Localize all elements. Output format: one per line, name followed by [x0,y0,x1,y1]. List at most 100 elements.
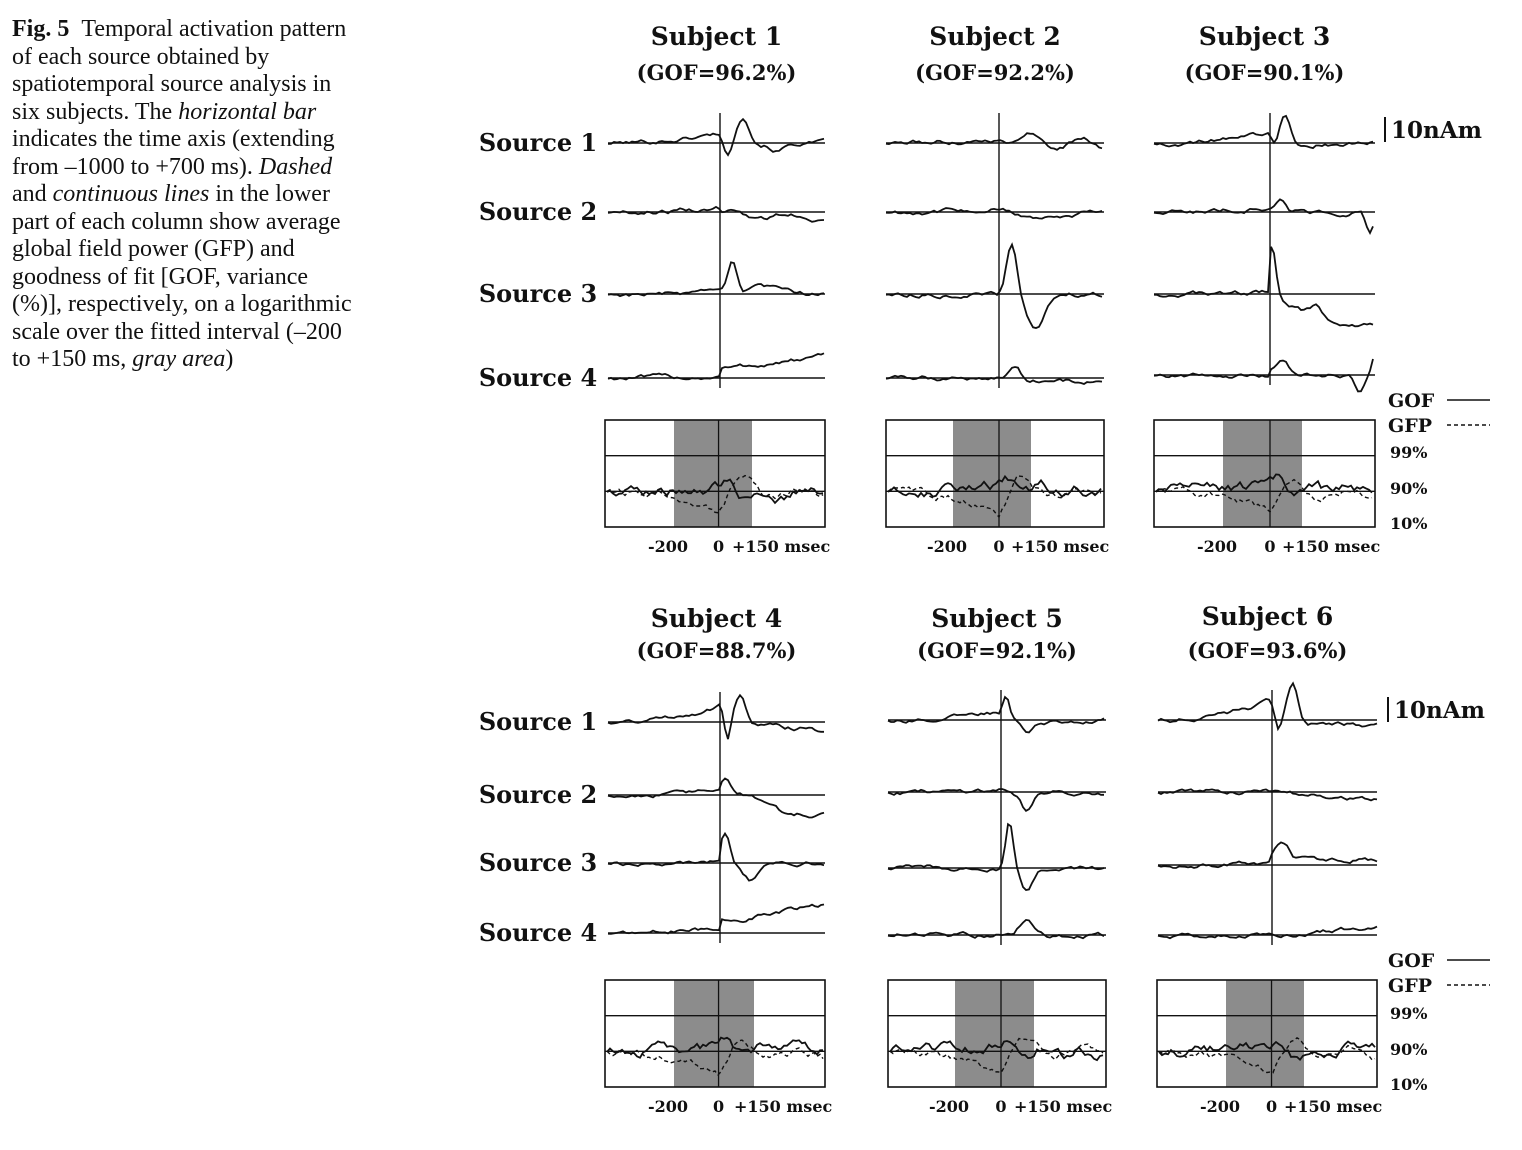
fitted-interval-area [955,980,1034,1087]
percent-scale-label: 99% [1390,443,1427,462]
legend-gof-label: GOF [1388,950,1435,972]
time-tick-label: -200 [1197,537,1237,556]
subject-panel [887,690,1107,1088]
subject-gof-label: (GOF=90.1%) [1185,60,1345,85]
subject-title: Subject 4 [651,604,783,633]
source-trace [887,822,1105,891]
subject-title: Subject 6 [1202,602,1334,631]
source-label: Source 4 [479,918,597,947]
time-tick-label: +150 msec [1284,1097,1382,1116]
gof-gfp-plot-frame [604,419,826,528]
time-tick-label: 0 [993,537,1004,556]
percent-scale-label: 99% [1390,1004,1427,1023]
source-trace [607,903,825,935]
time-tick-label: +150 msec [734,1097,832,1116]
caption-text: in the lower part of each column show av… [12,181,352,372]
source-trace [607,693,824,740]
time-tick-label: -200 [648,1097,688,1116]
source-label: Source 2 [479,780,597,809]
scale-bar-label: 10nAm [1391,117,1482,144]
caption-text: gray area [132,346,226,372]
source-trace [1153,198,1374,236]
subject-gof-label: (GOF=88.7%) [637,638,797,663]
source-trace [1157,925,1378,940]
source-trace [607,831,825,882]
time-tick-label: 0 [713,537,724,556]
source-label: Source 1 [479,128,597,157]
caption-text: continuous lines [52,181,210,207]
time-tick-label: -200 [648,537,688,556]
subject-panel [604,113,826,528]
time-tick-label: +150 msec [1282,537,1380,556]
subject-panel [1156,681,1378,1088]
source-label: Source 2 [479,197,597,226]
gfp-line [606,474,824,514]
legend-gof-label: GOF [1388,390,1435,412]
time-tick-label: +150 msec [1011,537,1109,556]
source-label: Source 1 [479,707,597,736]
time-tick-label: 0 [995,1097,1006,1116]
source-trace [607,352,825,381]
source-trace [885,207,1103,220]
gfp-line [889,1037,1104,1074]
source-trace [608,117,825,157]
source-trace [1157,681,1378,732]
source-trace [887,695,1105,734]
source-trace [1157,841,1378,869]
gof-line [606,1036,824,1059]
gfp-line [1158,1036,1376,1074]
time-tick-label: 0 [713,1097,724,1116]
gof-line [889,1040,1104,1062]
fitted-interval-area [1226,980,1304,1087]
figure-caption: Fig. 5 Temporal activation pattern of ea… [12,16,362,374]
subject-title: Subject 5 [931,604,1063,633]
gof-gfp-plot-frame [887,979,1107,1088]
time-tick-label: -200 [929,1097,969,1116]
gof-gfp-plot-frame [885,419,1105,528]
caption-text: ) [225,346,234,372]
subject-panel [1153,113,1376,528]
gfp-line [887,475,1102,519]
caption-text: indicates the time axis (extending from … [12,126,335,180]
caption-text: horizontal bar [178,98,317,125]
gof-gfp-plot-frame [1156,979,1378,1088]
subject-gof-label: (GOF=92.1%) [917,638,1077,663]
source-trace [607,777,825,819]
source-trace [887,788,1104,812]
fitted-interval-area [674,980,754,1087]
time-tick-label: -200 [927,537,967,556]
source-trace [885,366,1103,385]
caption-text: and [12,181,53,207]
source-trace [607,261,825,298]
source-trace [887,918,1105,940]
gfp-line [606,1039,824,1076]
subject-gof-label: (GOF=93.6%) [1188,638,1348,663]
source-trace [1153,246,1374,328]
percent-scale-label: 90% [1390,1040,1427,1059]
percent-scale-label: 10% [1390,1075,1427,1094]
gof-line [1155,473,1373,497]
subject-title: Subject 2 [929,22,1061,51]
subject-gof-label: (GOF=96.2%) [637,60,797,85]
source-label: Source 4 [479,363,597,392]
subject-gof-label: (GOF=92.2%) [915,60,1075,85]
source-trace [607,205,825,223]
percent-scale-label: 90% [1390,479,1427,498]
scale-bar-label: 10nAm [1394,697,1485,724]
source-label: Source 3 [479,279,597,308]
subject-title: Subject 1 [651,22,783,51]
caption-text: Dashed [258,153,333,180]
source-trace [1157,788,1378,802]
time-tick-label: 0 [1266,1097,1277,1116]
gfp-line [1155,478,1373,513]
time-tick-label: 0 [1264,537,1275,556]
subject-panel [604,692,826,1088]
source-label: Source 3 [479,848,597,877]
gof-line [1158,1040,1376,1062]
time-tick-label: +150 msec [732,537,830,556]
fitted-interval-area [1223,420,1302,527]
fitted-interval-area [953,420,1031,527]
time-tick-label: -200 [1200,1097,1240,1116]
fitted-interval-area [674,420,752,527]
